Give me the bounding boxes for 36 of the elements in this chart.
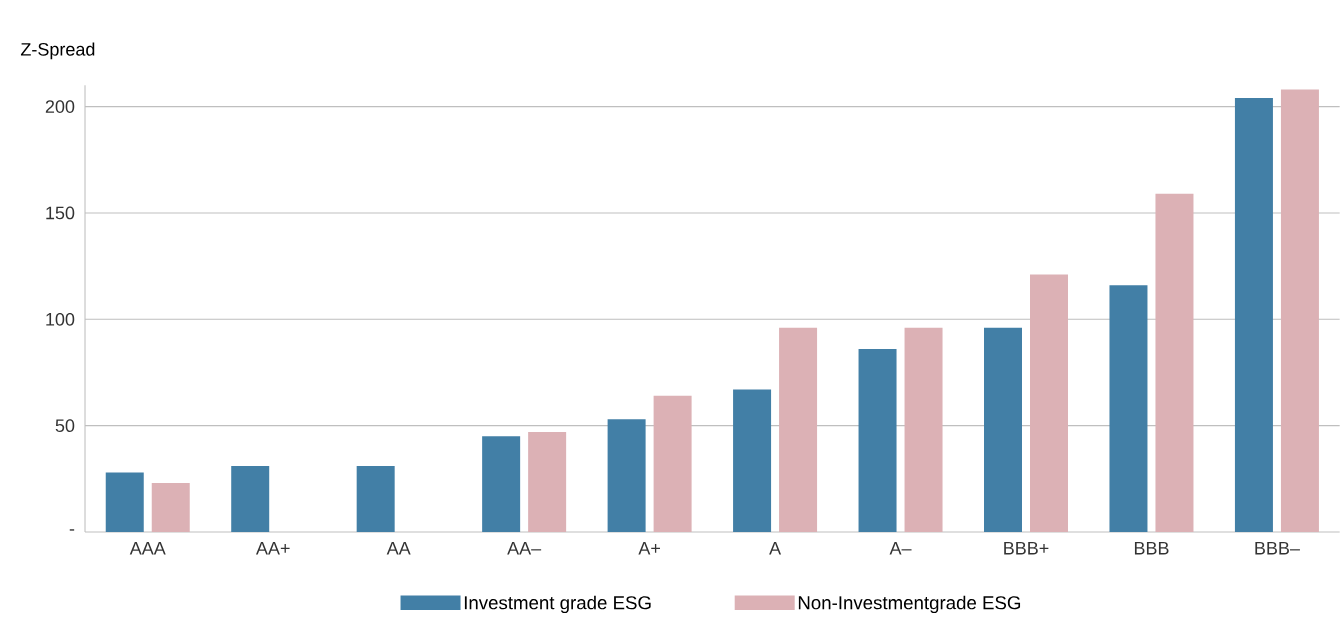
bar: [1030, 274, 1068, 532]
y-axis-title: Z-Spread: [20, 42, 95, 60]
x-tick-label: A–: [889, 542, 912, 555]
bar: [607, 419, 646, 532]
bar: [1234, 98, 1273, 532]
bar: [528, 432, 567, 532]
x-tick-label: AA+: [255, 542, 290, 555]
y-tick-label: 200: [45, 100, 75, 113]
y-tick-label: 50: [55, 419, 75, 432]
bar: [1280, 89, 1319, 532]
legend-label: Non-Investmentgrade ESG: [798, 595, 1021, 614]
x-tick-label: AA: [386, 542, 411, 555]
bar: [904, 327, 943, 532]
x-tick-label: AA–: [507, 542, 542, 555]
bar: [105, 472, 144, 532]
y-tick-label: 100: [46, 312, 75, 326]
bar: [151, 483, 190, 532]
bar: [356, 466, 395, 532]
y-tick-label: 150: [46, 206, 75, 220]
x-tick-label: BBB: [1134, 542, 1169, 555]
legend-label: Investment grade ESG: [464, 595, 651, 614]
x-tick-label: A+: [638, 542, 660, 555]
bar: [1109, 285, 1148, 532]
bar: [231, 466, 270, 532]
bar: [653, 395, 692, 532]
x-tick-label: A: [769, 542, 782, 555]
x-tick-label: BBB–: [1255, 542, 1300, 555]
bar: [482, 436, 521, 532]
bar: [779, 327, 818, 532]
bar: [858, 349, 897, 532]
bar: [733, 389, 772, 532]
bar: [984, 327, 1022, 532]
x-tick-label: BBB+: [1004, 542, 1049, 555]
y-tick-label: -: [69, 529, 75, 531]
x-tick-label: AAA: [129, 542, 166, 555]
bar: [1155, 193, 1194, 532]
